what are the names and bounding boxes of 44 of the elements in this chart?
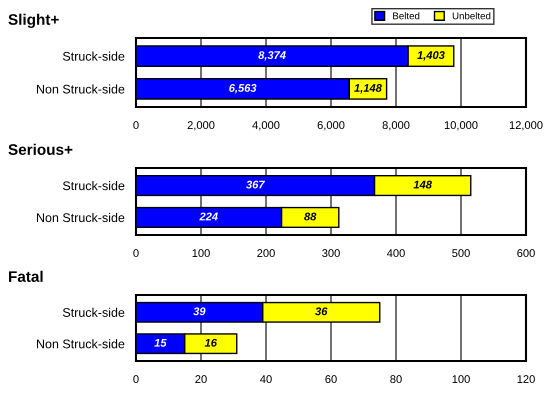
x-tick-label: 0 bbox=[133, 249, 139, 258]
x-tick-label: 60 bbox=[325, 375, 337, 384]
data-label: 6,563 bbox=[229, 84, 256, 94]
legend-label: Unbelted bbox=[452, 12, 490, 20]
y-tick-label: Non Struck-side bbox=[36, 84, 124, 94]
y-tick-label: Non Struck-side bbox=[36, 339, 124, 348]
data-label: 1,403 bbox=[417, 51, 445, 61]
data-label: 36 bbox=[315, 307, 328, 316]
data-label: 88 bbox=[304, 212, 316, 220]
x-tick-label: 600 bbox=[517, 249, 535, 258]
x-tick-label: 100 bbox=[452, 375, 470, 384]
legend-label: Belted bbox=[393, 12, 420, 20]
data-label: 39 bbox=[193, 307, 206, 316]
x-tick-label: 0 bbox=[133, 121, 139, 130]
x-tick-label: 80 bbox=[390, 375, 402, 384]
x-tick-label: 6,000 bbox=[318, 121, 344, 130]
y-tick-label: Struck-side bbox=[62, 308, 124, 317]
data-label: 224 bbox=[199, 212, 218, 220]
x-tick-label: 500 bbox=[452, 249, 470, 258]
x-tick-label: 4,000 bbox=[252, 121, 280, 130]
x-tick-label: 120 bbox=[518, 375, 535, 384]
chart-title: Serious+ bbox=[8, 144, 72, 155]
x-tick-label: 100 bbox=[192, 249, 210, 258]
y-tick-label: Non Struck-side bbox=[36, 212, 124, 222]
x-tick-label: 200 bbox=[257, 249, 275, 258]
x-tick-label: 2,000 bbox=[188, 121, 214, 130]
x-tick-label: 10,000 bbox=[444, 121, 478, 130]
x-tick-label: 0 bbox=[133, 375, 139, 384]
data-label: 1,148 bbox=[354, 84, 382, 94]
x-tick-label: 300 bbox=[322, 249, 340, 258]
x-tick-label: 20 bbox=[195, 375, 207, 384]
data-label: 16 bbox=[204, 338, 217, 347]
y-tick-label: Struck-side bbox=[62, 181, 124, 190]
chart-title: Slight+ bbox=[8, 14, 59, 28]
x-tick-label: 40 bbox=[260, 375, 272, 384]
x-tick-label: 400 bbox=[386, 249, 405, 258]
chart-title: Fatal bbox=[9, 270, 43, 282]
data-label: 8,374 bbox=[258, 51, 286, 61]
y-tick-label: Struck-side bbox=[62, 52, 124, 61]
x-tick-label: 8,000 bbox=[382, 121, 410, 130]
data-label: 367 bbox=[246, 180, 265, 189]
x-tick-label: 12,000 bbox=[510, 121, 543, 130]
data-label: 15 bbox=[154, 338, 167, 347]
data-label: 148 bbox=[414, 180, 432, 189]
